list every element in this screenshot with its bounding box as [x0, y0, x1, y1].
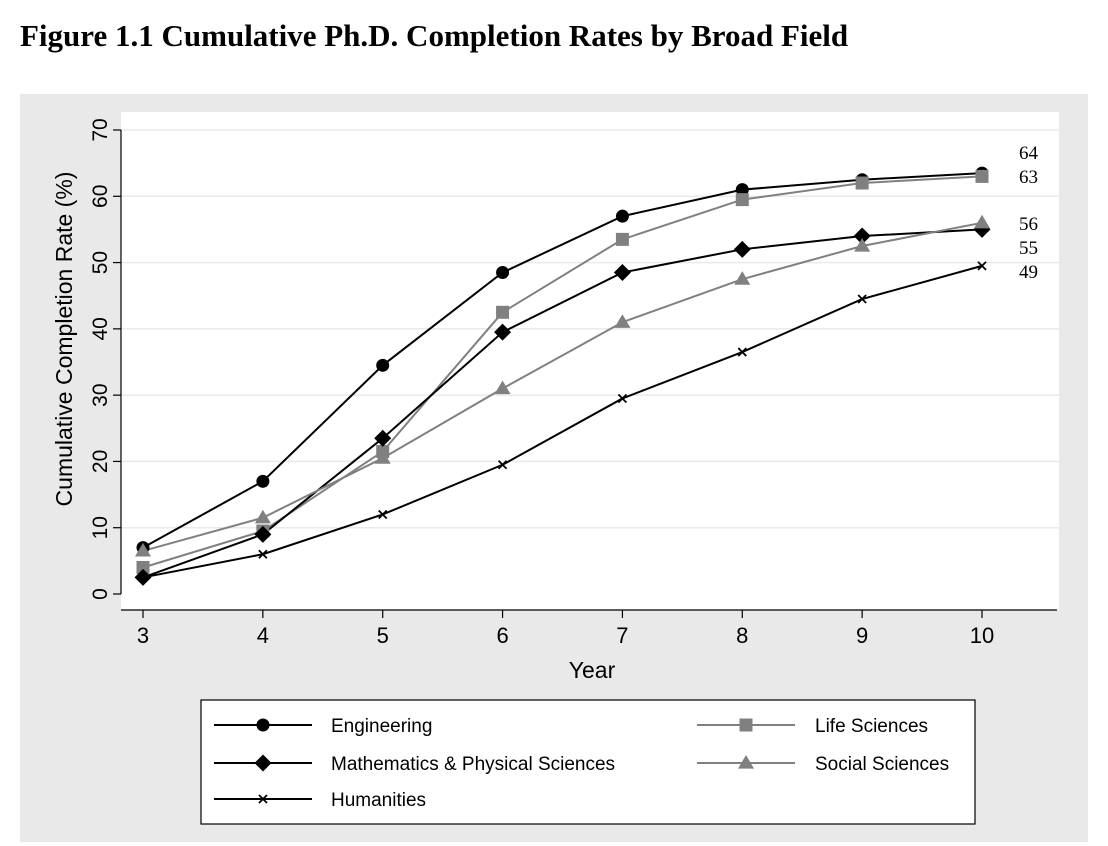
legend-label: Humanities	[331, 790, 426, 811]
data-point-mathematics-physical-sciences	[494, 323, 512, 341]
data-point-humanities	[857, 294, 867, 304]
data-point-social-sciences	[374, 450, 391, 464]
data-point-humanities	[378, 509, 388, 520]
legend-label: Engineering	[331, 716, 432, 737]
legend-marker-humanities	[258, 794, 268, 804]
series-line-humanities	[142, 264, 983, 579]
x-axis-title: Year	[569, 657, 616, 683]
data-point-social-sciences	[494, 380, 511, 395]
data-point-life-sciences	[496, 305, 510, 319]
data-point-mathematics-physical-sciences	[733, 240, 751, 258]
series-line-social-sciences	[142, 221, 983, 552]
x-tick-label: 3	[137, 623, 149, 648]
data-point-mathematics-physical-sciences	[254, 525, 272, 543]
legend-marker-engineering	[256, 718, 270, 732]
data-point-social-sciences	[854, 238, 871, 252]
data-point-social-sciences	[254, 509, 271, 524]
end-label-humanities: 49	[1019, 262, 1038, 283]
data-point-humanities	[138, 572, 148, 583]
legend-marker-social-sciences	[738, 755, 754, 769]
legend-marker-mathematics-physical-sciences	[254, 754, 272, 772]
data-point-engineering	[376, 358, 390, 372]
legend-item-humanities: Humanities	[214, 790, 426, 811]
data-point-humanities	[737, 347, 747, 357]
data-point-mathematics-physical-sciences	[853, 227, 871, 245]
series-line-engineering	[142, 172, 983, 549]
data-point-life-sciences	[136, 560, 150, 574]
data-point-life-sciences	[975, 169, 989, 183]
y-axis-title: Cumulative Completion Rate (%)	[51, 172, 77, 507]
data-point-life-sciences	[735, 193, 749, 207]
gridlines	[121, 129, 1059, 529]
x-tick-label: 10	[970, 623, 994, 648]
figure-title: Figure 1.1 Cumulative Ph.D. Completion R…	[20, 18, 849, 53]
data-point-engineering	[256, 474, 270, 488]
series-lines	[142, 172, 983, 579]
end-label-engineering: 64	[1019, 143, 1039, 164]
data-point-engineering	[496, 266, 510, 280]
series-markers	[134, 166, 991, 586]
data-point-humanities	[258, 549, 268, 559]
legend-label: Mathematics & Physical Sciences	[331, 754, 615, 775]
chart-panel: 0 10 20 30 40 50 60 70 3 4 5 6 7 8 9 10 64 63 56 55 49 Cumu…	[20, 94, 1088, 842]
end-label-social-sciences: 56	[1019, 214, 1038, 235]
legend-marker-life-sciences	[739, 718, 753, 732]
data-point-life-sciences	[855, 176, 869, 190]
end-label-mathematics-physical-sciences: 55	[1019, 238, 1038, 259]
end-labels: 64 63 56 55 49	[1019, 143, 1039, 283]
x-tick-label: 5	[377, 623, 389, 648]
data-point-social-sciences	[614, 314, 631, 328]
x-tick-label: 7	[616, 623, 628, 648]
legend-item-social-sciences: Social Sciences	[697, 754, 949, 775]
data-point-social-sciences	[734, 271, 751, 285]
x-tick-label: 8	[736, 623, 748, 648]
legend-item-engineering: Engineering	[214, 716, 432, 737]
data-point-engineering	[735, 183, 749, 197]
data-point-social-sciences	[974, 214, 990, 229]
data-point-social-sciences	[135, 542, 151, 557]
y-tick-label: 20	[89, 450, 112, 473]
data-point-life-sciences	[615, 232, 629, 246]
x-tick-label: 6	[496, 623, 508, 648]
y-tick-label: 50	[89, 251, 112, 274]
series-line-mathematics-physical-sciences	[142, 228, 983, 579]
legend-item-mathematics-physical-sciences: Mathematics & Physical Sciences	[214, 754, 615, 775]
legend-label: Social Sciences	[815, 754, 949, 775]
data-point-mathematics-physical-sciences	[613, 264, 631, 282]
y-tick-label: 70	[89, 118, 112, 141]
x-tick-label: 4	[257, 623, 269, 648]
legend: Engineering Life Sciences Mathematics & Ph…	[200, 699, 976, 825]
y-tick-label: 30	[89, 383, 112, 406]
legend-box	[200, 699, 976, 825]
y-tick-label: 40	[89, 317, 112, 340]
data-point-engineering	[615, 209, 629, 223]
y-tick-label: 10	[89, 516, 112, 539]
data-point-humanities	[617, 393, 628, 404]
legend-label: Life Sciences	[815, 716, 928, 737]
end-label-life-sciences: 63	[1019, 167, 1038, 188]
data-point-humanities	[497, 460, 508, 470]
data-point-mathematics-physical-sciences	[374, 429, 392, 447]
x-tick-label: 9	[856, 623, 868, 648]
y-tick-label: 60	[89, 185, 112, 208]
legend-item-life-sciences: Life Sciences	[697, 716, 928, 737]
data-point-humanities	[977, 261, 987, 271]
y-tick-label: 0	[89, 588, 112, 600]
